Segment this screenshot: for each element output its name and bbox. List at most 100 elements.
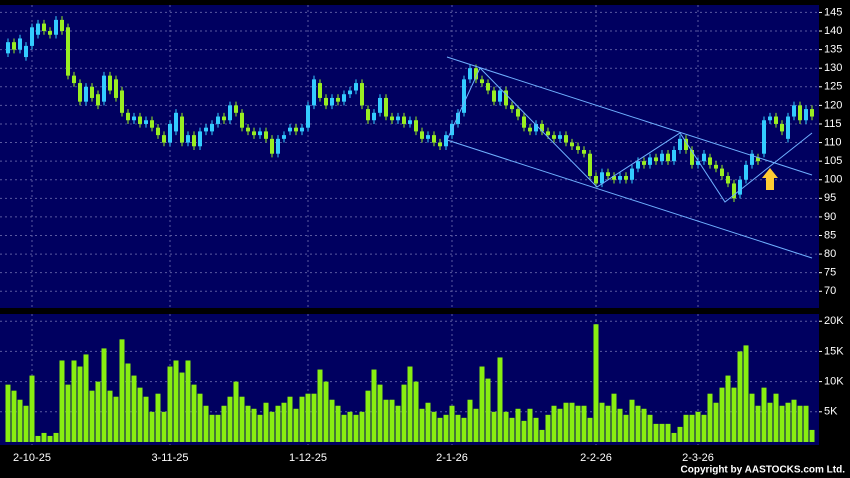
- x-tick-label: 2-10-25: [13, 452, 51, 464]
- trend-lines: [446, 56, 813, 259]
- volume-bar: [341, 414, 347, 442]
- volume-bar: [335, 405, 341, 442]
- volume-bar: [383, 399, 389, 442]
- candle-body: [126, 112, 130, 121]
- volume-bar: [71, 360, 77, 442]
- volume-bar: [305, 393, 311, 442]
- candle-body: [426, 135, 430, 139]
- volume-bar: [281, 402, 287, 442]
- candle-body: [708, 157, 712, 165]
- candle-body: [672, 149, 676, 162]
- volume-bar: [767, 402, 773, 442]
- candle-body: [72, 75, 76, 84]
- y-tick-label: 70: [824, 285, 836, 297]
- candle-body: [24, 45, 28, 58]
- candle-body: [432, 135, 436, 143]
- volume-bar: [755, 405, 761, 442]
- volume-bar: [551, 405, 557, 442]
- candle-body: [762, 120, 766, 154]
- copyright: Copyright by AASTOCKS.com Ltd.: [681, 465, 846, 476]
- candle-body: [786, 116, 790, 139]
- candle-body: [282, 135, 286, 139]
- candle-body: [54, 19, 58, 35]
- volume-bar: [599, 402, 605, 442]
- candle-body: [30, 27, 34, 46]
- candle-body: [738, 179, 742, 195]
- candle-body: [510, 105, 514, 110]
- volume-bar: [719, 387, 725, 442]
- volume-bar: [533, 417, 539, 442]
- y-tick-label: 10K: [824, 376, 844, 388]
- volume-bar: [749, 393, 755, 442]
- candle-body: [258, 131, 262, 136]
- volume-bar: [89, 390, 95, 442]
- volume-bar: [761, 387, 767, 442]
- candle-body: [84, 86, 88, 102]
- volume-bar: [503, 411, 509, 442]
- volume-bar: [23, 405, 29, 442]
- candle-body: [522, 116, 526, 128]
- volume-bar: [263, 402, 269, 442]
- candle-body: [288, 127, 292, 132]
- volume-bar: [617, 408, 623, 442]
- candle-body: [12, 42, 16, 50]
- y-tick-label: 135: [824, 44, 842, 56]
- candle-body: [306, 105, 310, 128]
- volume-bar: [257, 414, 263, 442]
- volume-bar: [563, 402, 569, 442]
- candle-body: [210, 123, 214, 132]
- volume-bar: [161, 411, 167, 442]
- volume-bar: [449, 405, 455, 442]
- volume-bar: [443, 414, 449, 442]
- volume-bar: [569, 402, 575, 442]
- y-tick-label: 75: [824, 267, 836, 279]
- volume-bar: [299, 396, 305, 442]
- volume-bar: [365, 390, 371, 442]
- volume-bar: [119, 339, 125, 442]
- volume-bar: [437, 417, 443, 442]
- candle-body: [408, 120, 412, 124]
- volume-bar: [233, 381, 239, 442]
- volume-bar: [515, 408, 521, 442]
- candle-body: [648, 157, 652, 165]
- volume-bar: [743, 345, 749, 442]
- volume-bar: [371, 369, 377, 442]
- candle-body: [204, 127, 208, 132]
- y-tick-label: 5K: [824, 406, 838, 418]
- candle-body: [384, 97, 388, 117]
- volume-bar: [5, 384, 11, 442]
- volume-bar: [707, 393, 713, 442]
- zigzag: [446, 67, 813, 203]
- candle-body: [498, 90, 502, 102]
- volume-bar: [101, 348, 107, 442]
- volume-bar: [203, 405, 209, 442]
- volume-bar: [593, 324, 599, 442]
- candle-body: [90, 86, 94, 98]
- x-tick-label: 2-2-26: [580, 452, 612, 464]
- volume-bar: [419, 408, 425, 442]
- candle-body: [492, 90, 496, 102]
- volume-bar: [311, 393, 317, 442]
- volume-bar: [293, 408, 299, 442]
- volume-bar: [587, 417, 593, 442]
- volume-bar: [509, 417, 515, 442]
- candle-body: [642, 161, 646, 165]
- candle-body: [330, 97, 334, 106]
- volume-bar: [413, 381, 419, 442]
- candle-body: [504, 90, 508, 106]
- candle-body: [540, 123, 544, 132]
- volume-bar: [275, 405, 281, 442]
- candle-body: [228, 105, 232, 121]
- candle-body: [612, 176, 616, 180]
- y-tick-label: 115: [824, 118, 842, 130]
- volume-bar: [185, 360, 191, 442]
- candle-body: [192, 135, 196, 147]
- candle-body: [552, 135, 556, 139]
- volume-bar: [467, 399, 473, 442]
- volume-bar: [125, 363, 131, 442]
- candle-body: [390, 116, 394, 121]
- price-panel: [0, 5, 819, 308]
- y-tick-label: 110: [824, 136, 842, 148]
- candle-body: [576, 146, 580, 150]
